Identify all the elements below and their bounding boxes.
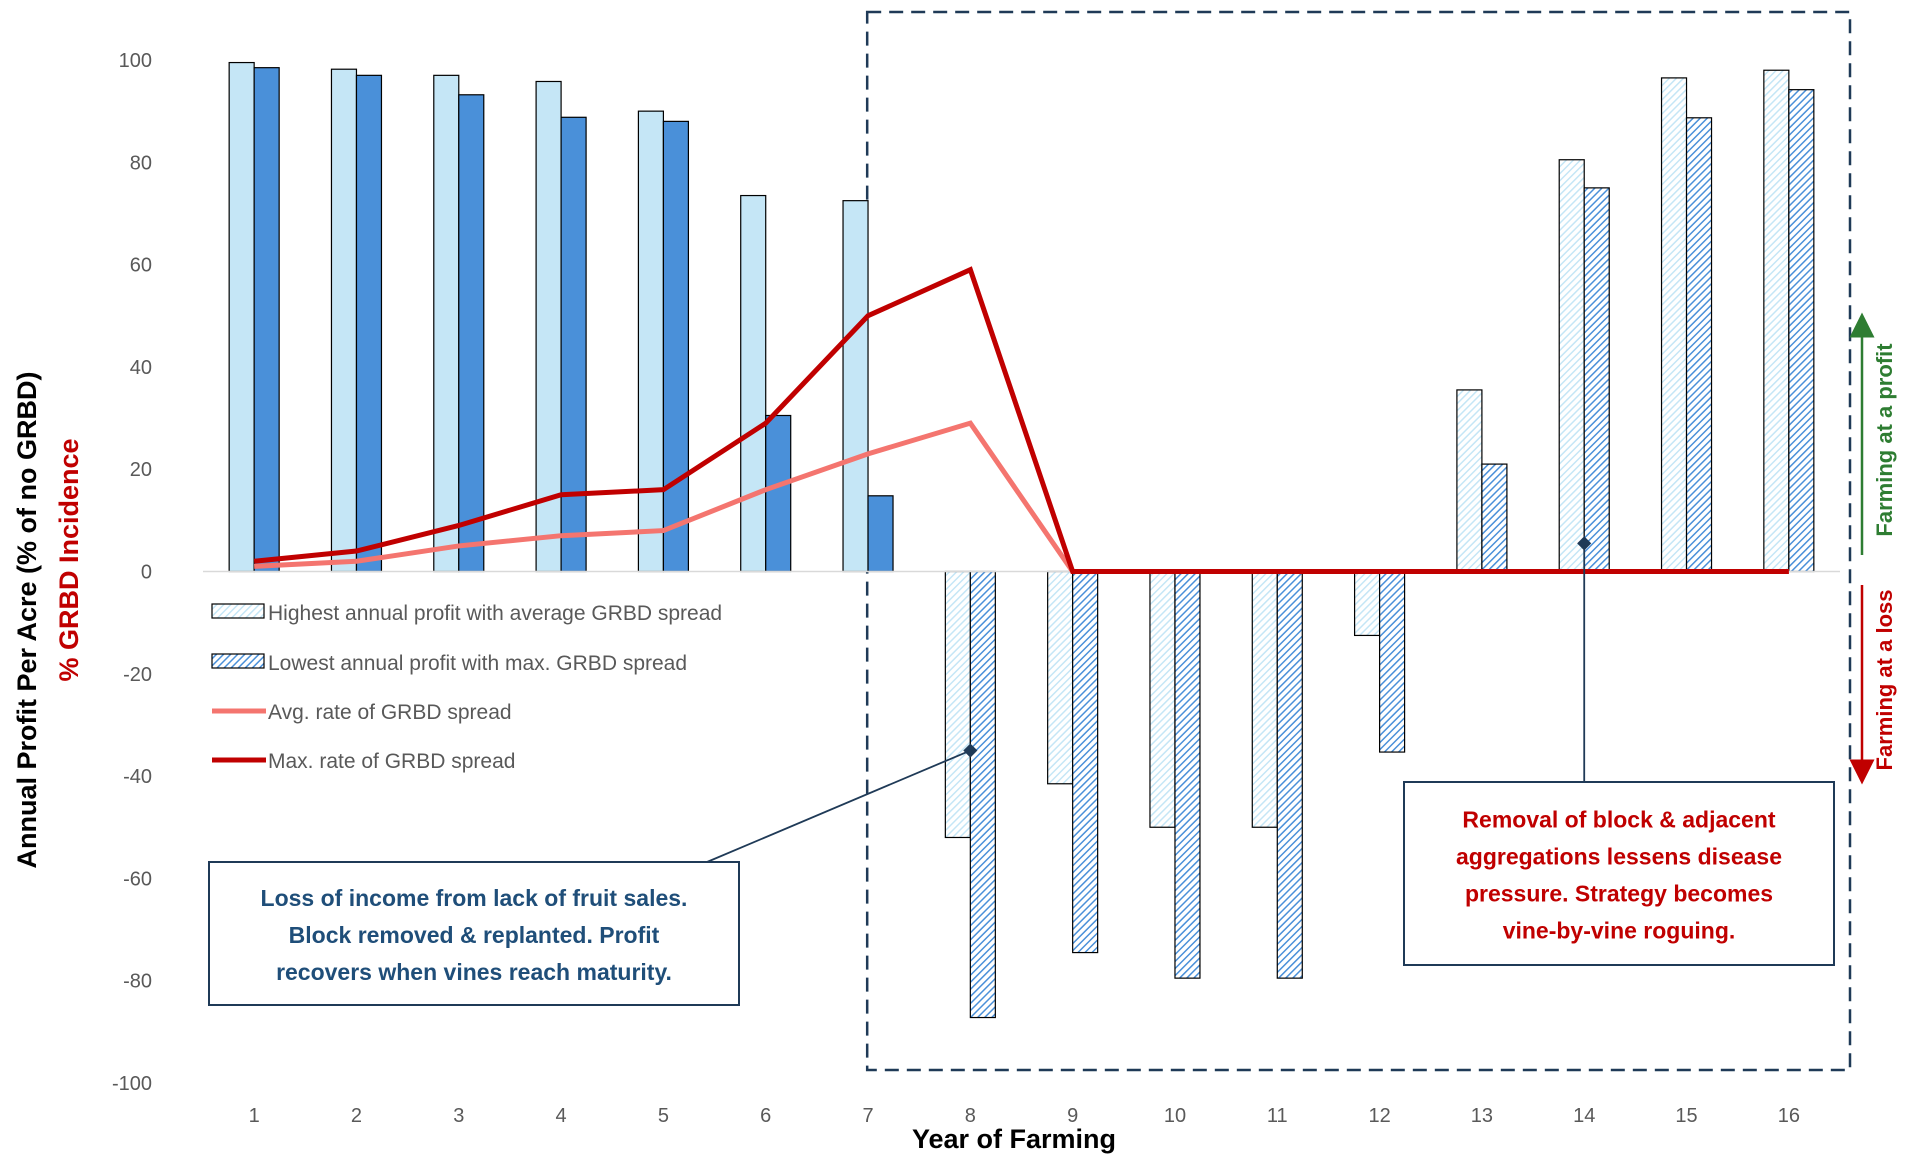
y-tick-label: 20 [130, 459, 152, 481]
callout-text-line: recovers when vines reach maturity. [276, 959, 672, 985]
bar-lowest-profit [458, 94, 485, 573]
callout-text-line: Removal of block & adjacent [1462, 807, 1775, 833]
legend-swatch-bar [211, 603, 265, 619]
y-axis-ticks: -100 -80 -60 -40 -20 0 20 40 60 80 100 [112, 50, 152, 1095]
bar-lowest-profit [1685, 117, 1713, 573]
legend-label: Highest annual profit with average GRBD … [268, 602, 722, 625]
y-tick-label: 0 [141, 562, 152, 584]
x-tick-label: 12 [1368, 1105, 1390, 1127]
bar-highest-profit [330, 68, 358, 573]
bar-highest-profit [842, 200, 869, 573]
bars-layer [228, 61, 1815, 1019]
x-tick-label: 4 [556, 1105, 567, 1127]
lines-layer [253, 266, 1789, 574]
legend-swatch-bar [211, 653, 265, 669]
bar-lowest-profit [765, 414, 792, 573]
callout-marker [1577, 536, 1592, 551]
bar-highest-profit [228, 61, 255, 573]
x-tick-label: 5 [658, 1105, 669, 1127]
farming-at-a-profit-label: Farming at a profit [1872, 343, 1897, 537]
bar-lowest-profit [1174, 570, 1201, 979]
y-tick-label: 40 [130, 357, 152, 379]
bar-highest-profit [433, 74, 460, 573]
x-tick-label: 9 [1067, 1105, 1078, 1127]
bar-highest-profit [1149, 570, 1176, 828]
y-tick-label: -80 [123, 971, 152, 993]
x-tick-label: 16 [1778, 1105, 1800, 1127]
legend: Highest annual profit with average GRBD … [211, 602, 722, 773]
y-tick-label: 60 [130, 255, 152, 277]
y-tick-label: -40 [123, 766, 152, 788]
callout-text-line: pressure. Strategy becomes [1465, 881, 1773, 907]
x-tick-label: 14 [1573, 1105, 1595, 1127]
x-tick-label: 11 [1267, 1105, 1288, 1127]
y-tick-label: -100 [112, 1073, 152, 1095]
x-tick-label: 2 [351, 1105, 362, 1127]
bar-lowest-profit [560, 116, 587, 573]
callout-leader-line [706, 749, 971, 863]
bar-highest-profit [1353, 570, 1381, 637]
callout-text-line: Loss of income from lack of fruit sales. [261, 885, 688, 911]
bar-lowest-profit [355, 74, 383, 573]
bar-lowest-profit [1378, 570, 1406, 753]
callout-box [208, 861, 740, 1006]
bar-lowest-profit [1481, 463, 1508, 573]
x-tick-label: 7 [862, 1105, 873, 1127]
x-tick-label: 1 [249, 1105, 260, 1127]
legend-label: Max. rate of GRBD spread [268, 750, 515, 773]
bar-highest-profit [1251, 570, 1278, 828]
callout-marker [963, 743, 978, 758]
bar-highest-profit [740, 194, 767, 573]
x-axis-ticks: 1 2 3 4 5 6 7 8 9 10 11 12 13 14 15 16 [249, 1105, 1800, 1127]
x-tick-label: 15 [1675, 1105, 1697, 1127]
callout-box [1403, 781, 1835, 966]
bar-lowest-profit [1583, 187, 1610, 573]
bar-lowest-profit [1072, 570, 1099, 954]
x-axis-title: Year of Farming [912, 1124, 1116, 1154]
callout-text-line: aggregations lessens disease [1456, 844, 1782, 870]
x-tick-label: 10 [1164, 1105, 1186, 1127]
legend-label: Lowest annual profit with max. GRBD spre… [268, 652, 687, 675]
y-tick-label: 100 [119, 50, 152, 72]
bar-lowest-profit [1788, 89, 1815, 573]
bar-highest-profit [1558, 159, 1585, 573]
bar-lowest-profit [253, 67, 280, 573]
bar-lowest-profit [662, 120, 690, 573]
y-tick-label: -20 [123, 664, 152, 686]
callout-text-line: vine-by-vine roguing. [1503, 918, 1736, 944]
x-tick-label: 13 [1471, 1105, 1493, 1127]
bar-highest-profit [1047, 570, 1074, 785]
callouts: Loss of income from lack of fruit sales.… [208, 536, 1835, 1006]
legend-label: Avg. rate of GRBD spread [268, 701, 512, 724]
x-tick-label: 3 [453, 1105, 464, 1127]
bar-highest-profit [1763, 69, 1790, 573]
farming-at-a-loss-label: Farming at a loss [1872, 590, 1897, 771]
bar-highest-profit [1456, 389, 1483, 573]
y-tick-label: 80 [130, 152, 152, 174]
x-tick-label: 8 [965, 1105, 976, 1127]
side-labels: Farming at a profit Farming at a loss [1849, 312, 1897, 785]
y-axis-title: Annual Profit Per Acre (% of no GRBD) [12, 371, 42, 868]
line-max-rate [253, 266, 1789, 574]
bar-highest-profit [637, 110, 665, 573]
y-axis-secondary-title: % GRBD Incidence [54, 438, 84, 681]
y-tick-label: -60 [123, 868, 152, 890]
bar-lowest-profit [867, 495, 894, 573]
bar-highest-profit [944, 570, 971, 839]
bar-highest-profit [1660, 77, 1688, 573]
callout-text-line: Block removed & replanted. Profit [289, 922, 660, 948]
bar-lowest-profit [969, 570, 996, 1019]
x-tick-label: 6 [760, 1105, 771, 1127]
bar-lowest-profit [1276, 570, 1303, 979]
